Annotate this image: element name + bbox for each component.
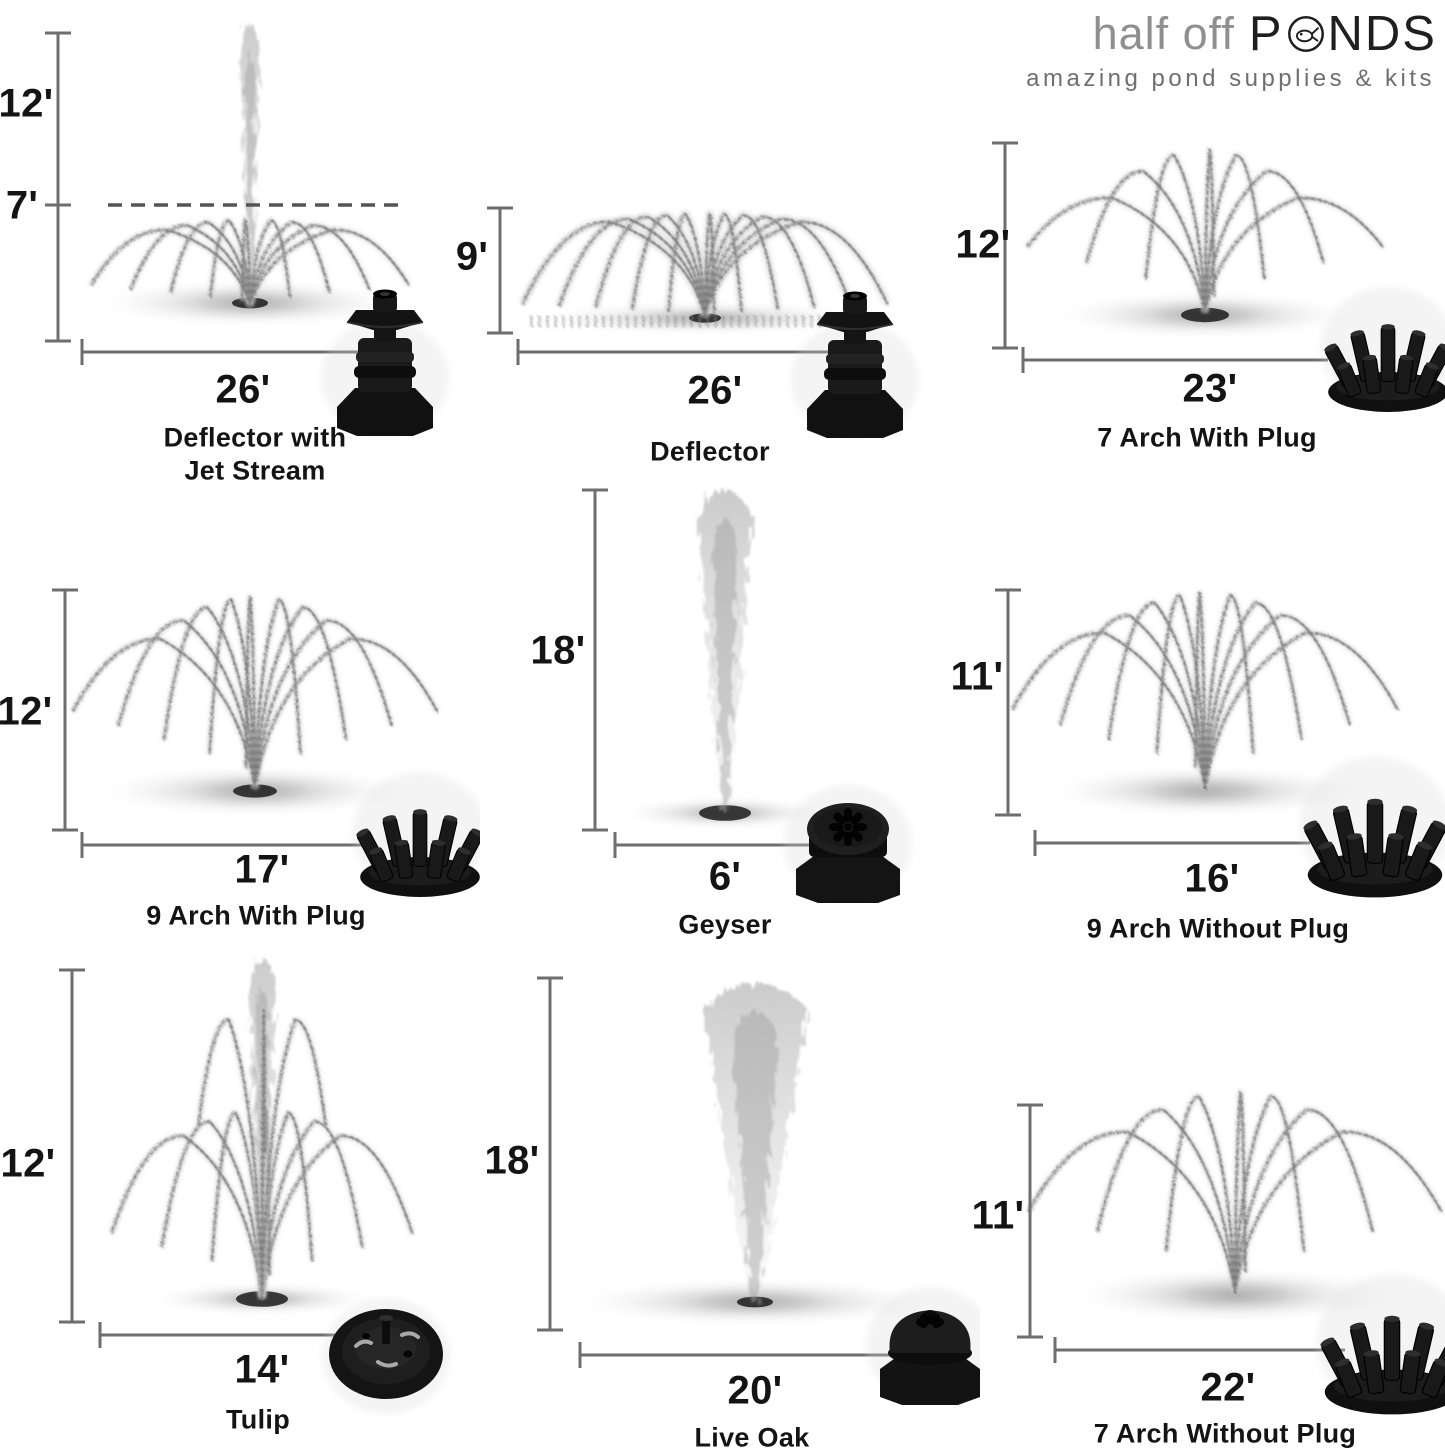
pattern-name: Tulip [226,1404,290,1435]
height-label: 12' [0,689,53,734]
width-label: 14' [234,1347,290,1392]
height-label: 9' [455,234,489,279]
ground-mist [1060,1267,1410,1323]
spray-arcs [196,1008,328,1300]
width-label: 22' [1200,1365,1256,1410]
height-label: 12' [0,1141,56,1186]
pattern-name-line2: Jet Stream [184,455,326,486]
spray-art-live-oak [537,976,980,1405]
pattern-name: 7 Arch Without Plug [1093,1418,1357,1449]
deflector-nozzle-image [791,291,919,438]
height-label: 12' [955,222,1011,267]
dimension-lines [487,206,830,365]
height-label: 18' [484,1138,540,1183]
panel-9-arch-with-plug: 12' 17' 9 Arch With Plug [0,485,480,950]
spray-art-geyser [582,488,912,903]
arch-nozzle-image [1320,287,1445,412]
width-label: 20' [727,1368,783,1413]
width-label: 26' [687,368,743,413]
brand-name-row: half off P NDS [1093,6,1437,62]
pattern-name: 7 Arch With Plug [1097,422,1317,453]
brand-tagline: amazing pond supplies & kits [1026,65,1435,92]
water-column [698,490,752,813]
width-label: 23' [1182,366,1238,411]
spray-arcs [521,212,889,328]
spray-art-9-arch-plug [52,588,480,897]
spray-art-deflector [487,206,919,438]
panel-tulip: 12' 14' Tulip [0,950,480,1452]
panel-live-oak: 18' 20' Live Oak [480,950,980,1453]
panel-deflector: 9' 26' Deflector [440,0,960,485]
height-label-secondary: 7' [5,183,39,228]
water-column [703,983,807,1302]
dimension-lines [59,968,340,1348]
panel-9-arch-without-plug: 11' 16' 9 Arch Without Plug [951,485,1445,950]
tulip-nozzle-image [322,1298,450,1414]
brand-logo: half off P NDS amazing pond supplies & k… [1026,6,1437,93]
height-label: 12' [0,81,54,126]
spray-art-9-arch [995,588,1445,898]
width-label: 26' [215,367,271,412]
width-label: 6' [708,854,742,899]
arch-nozzle-image [1299,757,1445,898]
pattern-name: Deflector [650,436,770,467]
brand-name-dark: P NDS [1249,6,1437,62]
brand-name-light: half off [1092,8,1235,59]
spray-art-7-arch-plug [992,141,1445,412]
height-label: 18' [530,628,586,673]
liveoak-nozzle-image [866,1287,980,1405]
panel-geyser: 18' 6' Geyser [480,485,960,950]
fish-icon [1287,16,1324,52]
spray-arcs [89,218,411,308]
brand-letter-p: P [1248,7,1284,61]
geyser-nozzle-image [784,785,912,903]
spray-arcs [1010,591,1400,790]
height-label: 11' [950,654,1004,699]
dimension-lines [1017,1103,1345,1363]
dimension-lines [52,588,375,858]
dimension-lines [995,588,1310,856]
pattern-name: 9 Arch Without Plug [1086,913,1350,944]
spray-art-7-arch [1017,1088,1445,1415]
height-label: 11' [971,1193,1025,1238]
arch-nozzle-image [1316,1274,1445,1415]
spray-arcs [1026,1090,1444,1294]
pattern-name: Deflector with [163,422,347,453]
dimension-lines [45,31,398,365]
panel-7-arch-with-plug: 12' 23' 7 Arch With Plug [956,0,1445,485]
width-label: 16' [1184,856,1240,901]
dimension-lines [992,141,1328,373]
width-label: 17' [234,847,290,892]
pattern-name: Live Oak [694,1422,810,1453]
spray-arcs [1025,148,1385,314]
panel-deflector-jet-stream: 12' 7' 26' Deflector with Jet Stream [0,0,460,486]
dimension-lines [582,488,810,858]
pattern-name: 9 Arch With Plug [146,900,366,931]
panel-7-arch-without-plug: 11' 22' 7 Arch Without Plug [960,950,1445,1452]
spray-art-deflector-jet-stream [45,23,449,436]
pattern-name: Geyser [678,909,772,940]
spray-arcs [71,595,439,790]
brand-letters-nds: NDS [1327,7,1437,61]
spray-art-tulip [59,957,450,1414]
deflector-nozzle-image [321,289,449,436]
ground-mist [1037,765,1373,817]
arch-nozzle-image [352,772,480,897]
